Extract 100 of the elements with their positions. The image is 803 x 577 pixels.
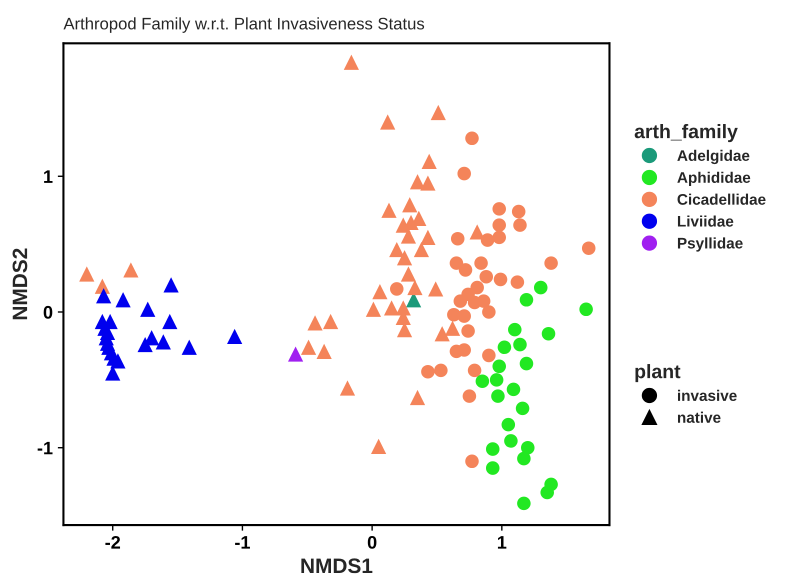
point	[307, 315, 323, 330]
y-axis-title: NMDS2	[12, 248, 28, 320]
point	[482, 348, 496, 362]
point	[579, 302, 593, 316]
text: native	[678, 412, 721, 423]
point	[457, 309, 471, 323]
point	[520, 440, 535, 454]
point	[407, 280, 423, 296]
point	[468, 364, 482, 378]
point	[79, 266, 94, 282]
point	[510, 275, 524, 289]
point	[520, 356, 534, 370]
x-tick-label: 0	[368, 536, 376, 549]
point	[300, 340, 316, 355]
point	[422, 154, 437, 169]
chart-title: Arthropod Family w.r.t. Plant Invasiveness Status	[63, 17, 424, 33]
point	[380, 114, 396, 130]
point	[490, 373, 504, 387]
point	[512, 204, 526, 218]
point	[434, 364, 448, 378]
point	[123, 262, 138, 278]
point	[323, 314, 338, 330]
point	[428, 281, 444, 297]
point	[534, 280, 548, 294]
point	[465, 132, 479, 146]
point	[474, 256, 488, 270]
point	[506, 382, 520, 396]
point	[479, 270, 494, 284]
text: plant	[635, 364, 680, 382]
y-tick-label: 0	[44, 306, 52, 319]
point	[462, 389, 476, 403]
point	[476, 294, 490, 308]
point	[517, 452, 531, 466]
y-tick-label: -1	[38, 442, 53, 454]
point	[414, 242, 430, 258]
point	[486, 461, 500, 475]
point	[420, 175, 436, 191]
point	[316, 344, 332, 359]
x-tick-label: -2	[105, 536, 120, 549]
point	[371, 438, 386, 454]
point	[138, 336, 153, 352]
point	[470, 224, 485, 240]
point	[288, 346, 304, 362]
point	[381, 202, 397, 218]
legend-label: Aphididae	[677, 172, 750, 186]
point	[540, 486, 554, 500]
point	[389, 242, 404, 258]
point	[421, 364, 435, 378]
point	[457, 166, 471, 180]
point	[110, 353, 126, 368]
point	[396, 250, 412, 266]
point	[156, 334, 171, 350]
point	[384, 300, 400, 316]
point	[494, 272, 508, 286]
x-axis-title: NMDS1	[301, 558, 372, 574]
point	[542, 326, 556, 340]
point	[461, 324, 475, 338]
point	[480, 233, 494, 247]
legend-label: Psyllidae	[678, 237, 743, 252]
point	[430, 104, 446, 120]
point	[486, 442, 500, 456]
point	[372, 284, 388, 300]
point	[450, 256, 464, 270]
point	[366, 302, 382, 317]
point	[544, 256, 558, 270]
point	[457, 343, 471, 357]
point	[96, 288, 112, 304]
point	[498, 340, 512, 354]
legend-label: Liviidae	[678, 215, 734, 227]
point	[504, 434, 518, 448]
point	[227, 328, 242, 344]
point	[502, 418, 516, 432]
point	[450, 232, 464, 246]
point	[402, 197, 418, 212]
legend-title: arth_family	[634, 124, 738, 142]
point	[458, 263, 472, 277]
point	[491, 389, 505, 403]
point	[162, 314, 178, 330]
point	[465, 454, 479, 468]
point	[508, 322, 522, 336]
y-tick-label: 1	[44, 170, 53, 183]
point	[516, 402, 530, 416]
point	[454, 294, 468, 308]
point	[492, 218, 506, 232]
point	[400, 266, 416, 282]
x-tick-label: 1	[498, 536, 506, 549]
point	[492, 202, 506, 216]
legend-label: Cicadellidae	[678, 194, 766, 205]
point	[520, 293, 534, 307]
point	[470, 280, 484, 294]
point	[492, 230, 506, 244]
point	[420, 230, 436, 245]
point	[476, 374, 490, 388]
point	[513, 218, 527, 232]
point	[115, 292, 131, 308]
point	[482, 305, 496, 319]
point	[344, 54, 359, 70]
legend-label: Adelgidae	[677, 150, 750, 164]
point	[517, 496, 531, 510]
point	[410, 390, 426, 406]
